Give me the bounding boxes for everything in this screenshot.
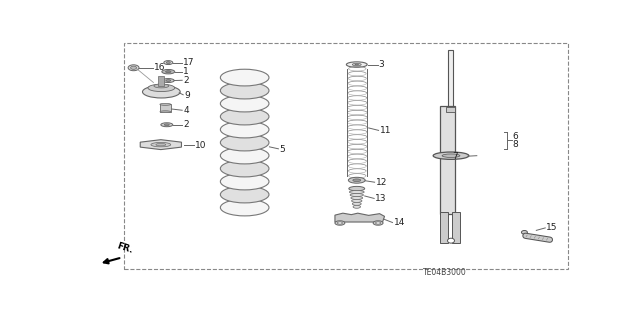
Ellipse shape [335, 221, 345, 225]
Ellipse shape [442, 154, 460, 157]
Text: 2: 2 [183, 76, 189, 85]
Ellipse shape [220, 160, 269, 177]
Ellipse shape [220, 134, 269, 151]
Bar [448, 50, 453, 108]
Ellipse shape [447, 238, 454, 243]
Text: 10: 10 [195, 141, 207, 150]
Ellipse shape [220, 212, 269, 229]
Ellipse shape [337, 222, 342, 224]
Text: 5: 5 [280, 145, 285, 153]
Ellipse shape [220, 69, 269, 86]
Bar [124, 43, 568, 269]
Ellipse shape [433, 152, 469, 160]
Text: 12: 12 [376, 178, 387, 187]
Ellipse shape [346, 62, 367, 67]
Ellipse shape [220, 173, 269, 190]
Ellipse shape [163, 78, 174, 83]
Ellipse shape [161, 123, 173, 127]
Polygon shape [140, 140, 182, 150]
Ellipse shape [220, 95, 269, 112]
Polygon shape [335, 213, 385, 222]
Ellipse shape [353, 179, 361, 182]
Bar [440, 106, 455, 214]
Ellipse shape [164, 61, 173, 64]
Bar [158, 76, 164, 86]
Ellipse shape [151, 142, 171, 147]
Ellipse shape [373, 221, 383, 225]
Ellipse shape [352, 202, 361, 205]
Text: 3: 3 [379, 60, 385, 69]
Text: 15: 15 [547, 223, 557, 233]
Ellipse shape [164, 124, 169, 126]
Ellipse shape [131, 66, 136, 69]
Ellipse shape [166, 62, 170, 63]
Ellipse shape [162, 70, 175, 74]
Ellipse shape [154, 84, 169, 88]
Text: 2: 2 [183, 121, 189, 130]
Ellipse shape [351, 199, 362, 202]
Ellipse shape [355, 64, 358, 65]
Ellipse shape [166, 80, 171, 81]
Text: 14: 14 [394, 219, 405, 227]
Bar [161, 104, 172, 112]
Ellipse shape [160, 111, 171, 113]
Ellipse shape [350, 194, 364, 197]
Ellipse shape [349, 190, 364, 194]
Ellipse shape [220, 121, 269, 138]
Ellipse shape [128, 65, 139, 71]
Ellipse shape [349, 186, 365, 191]
Ellipse shape [166, 71, 171, 73]
Text: 11: 11 [380, 126, 391, 135]
Bar [446, 107, 455, 112]
Bar [440, 212, 448, 243]
Ellipse shape [522, 231, 527, 234]
Text: 13: 13 [375, 194, 387, 204]
Bar [452, 212, 460, 243]
Text: 8: 8 [513, 140, 518, 149]
Ellipse shape [220, 82, 269, 99]
Text: 16: 16 [154, 63, 166, 72]
Text: 7: 7 [452, 152, 458, 161]
Ellipse shape [352, 63, 361, 66]
Ellipse shape [376, 222, 381, 224]
Ellipse shape [353, 205, 360, 208]
Text: 17: 17 [183, 58, 195, 67]
Ellipse shape [148, 84, 175, 92]
Ellipse shape [220, 108, 269, 125]
Text: TE04B3000: TE04B3000 [422, 268, 467, 277]
Ellipse shape [160, 103, 171, 105]
Ellipse shape [220, 186, 269, 203]
Ellipse shape [156, 144, 166, 146]
Text: 9: 9 [184, 91, 190, 100]
Text: FR.: FR. [116, 242, 134, 256]
Text: 6: 6 [513, 132, 518, 141]
Ellipse shape [351, 197, 363, 199]
Ellipse shape [220, 199, 269, 216]
Ellipse shape [220, 147, 269, 164]
Text: 1: 1 [183, 67, 189, 77]
Ellipse shape [348, 177, 365, 183]
Ellipse shape [143, 86, 180, 98]
Text: 4: 4 [183, 106, 189, 115]
